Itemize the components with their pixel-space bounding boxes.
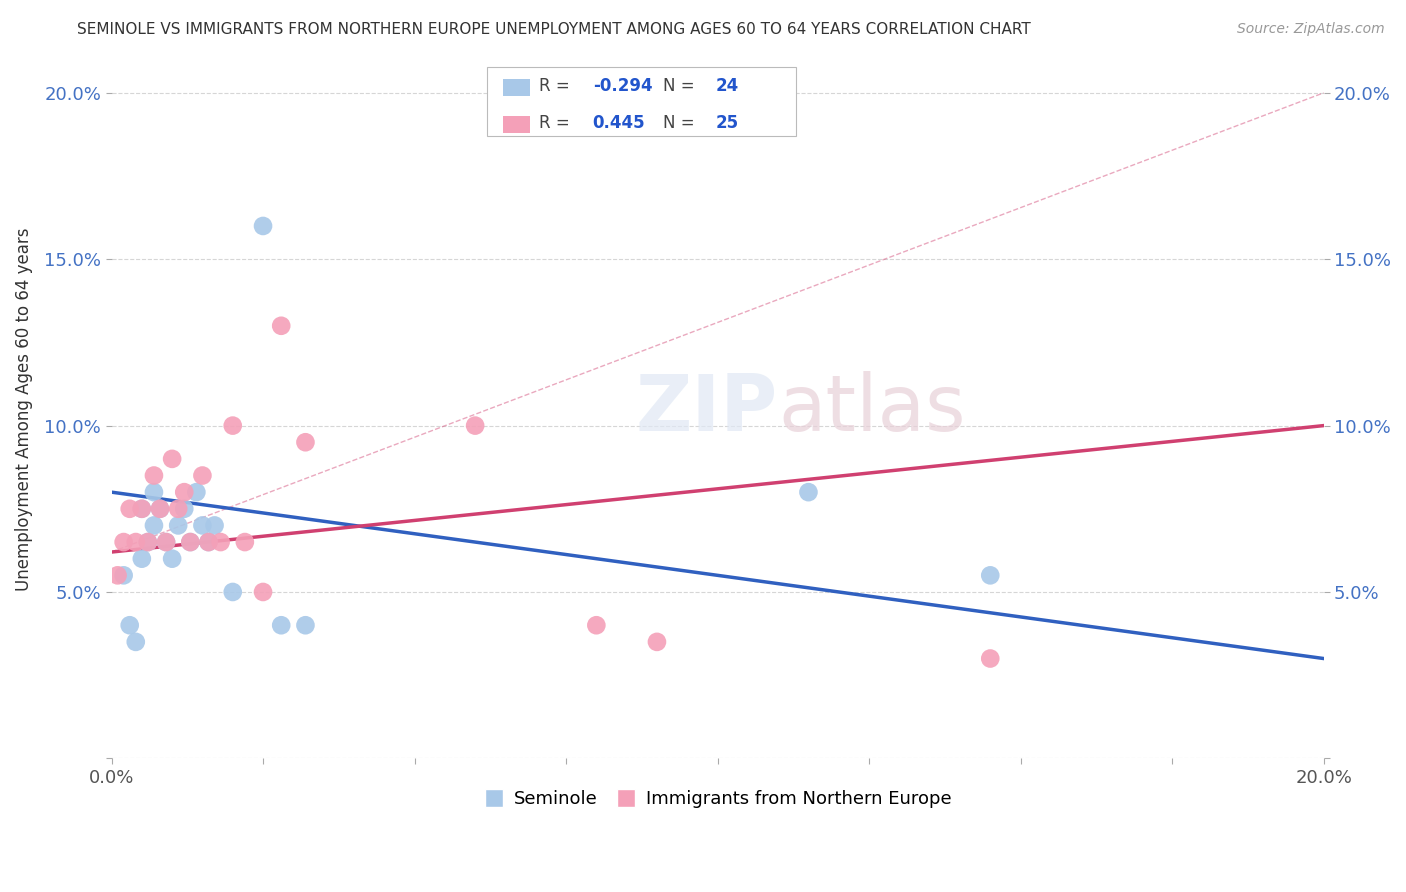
Point: [160, 451, 183, 466]
Point: [209, 535, 232, 549]
Point: [191, 468, 214, 483]
Text: atlas: atlas: [778, 371, 966, 447]
Point: [142, 518, 165, 533]
Text: 0.445: 0.445: [593, 114, 645, 132]
Point: [155, 535, 177, 549]
Point: [118, 618, 141, 632]
Point: [112, 568, 135, 582]
Point: [294, 618, 316, 632]
Point: [197, 535, 219, 549]
Point: [142, 468, 165, 483]
Text: Source: ZipAtlas.com: Source: ZipAtlas.com: [1237, 22, 1385, 37]
Point: [173, 501, 195, 516]
Point: [979, 568, 1001, 582]
Text: -0.294: -0.294: [593, 77, 652, 95]
Point: [160, 551, 183, 566]
Point: [173, 485, 195, 500]
Text: 24: 24: [716, 77, 738, 95]
Point: [294, 435, 316, 450]
Point: [197, 535, 219, 549]
Point: [585, 618, 607, 632]
Point: [149, 501, 172, 516]
Legend: Seminole, Immigrants from Northern Europe: Seminole, Immigrants from Northern Europ…: [475, 783, 959, 815]
Point: [125, 535, 148, 549]
Point: [136, 535, 159, 549]
Point: [125, 635, 148, 649]
Point: [179, 535, 201, 549]
Point: [167, 501, 190, 516]
Text: 25: 25: [716, 114, 738, 132]
Text: N =: N =: [664, 77, 700, 95]
Text: R =: R =: [540, 77, 575, 95]
Y-axis label: Unemployment Among Ages 60 to 64 years: Unemployment Among Ages 60 to 64 years: [15, 227, 32, 591]
Text: N =: N =: [664, 114, 700, 132]
Point: [222, 585, 245, 599]
Point: [149, 501, 172, 516]
Point: [136, 535, 159, 549]
Point: [191, 518, 214, 533]
Point: [270, 318, 292, 333]
Point: [155, 535, 177, 549]
Point: [112, 535, 135, 549]
Point: [222, 418, 245, 433]
Point: [252, 219, 274, 233]
Point: [233, 535, 256, 549]
Text: SEMINOLE VS IMMIGRANTS FROM NORTHERN EUROPE UNEMPLOYMENT AMONG AGES 60 TO 64 YEA: SEMINOLE VS IMMIGRANTS FROM NORTHERN EUR…: [77, 22, 1031, 37]
Point: [142, 485, 165, 500]
FancyBboxPatch shape: [503, 116, 530, 133]
Point: [797, 485, 820, 500]
Point: [131, 501, 153, 516]
Point: [131, 551, 153, 566]
Point: [186, 485, 208, 500]
Point: [979, 651, 1001, 665]
Text: R =: R =: [540, 114, 575, 132]
Point: [645, 635, 668, 649]
FancyBboxPatch shape: [488, 67, 796, 136]
Point: [131, 501, 153, 516]
Point: [204, 518, 226, 533]
Point: [179, 535, 201, 549]
Point: [167, 518, 190, 533]
Point: [252, 585, 274, 599]
Point: [464, 418, 486, 433]
Text: ZIP: ZIP: [636, 371, 778, 447]
Point: [107, 568, 129, 582]
Point: [270, 618, 292, 632]
Point: [118, 501, 141, 516]
FancyBboxPatch shape: [503, 79, 530, 96]
